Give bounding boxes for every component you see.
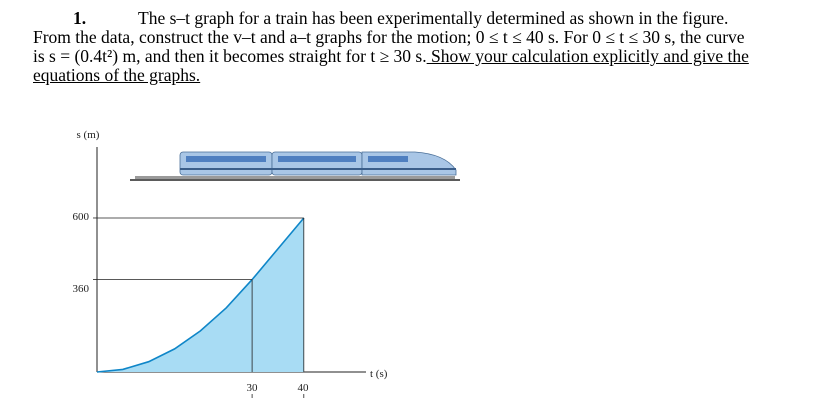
x-tick-label-30: 30 xyxy=(247,382,259,394)
area-under-curve xyxy=(97,218,304,372)
problem-number: 1. xyxy=(73,8,87,28)
problem-line-4: equations of the graphs. xyxy=(33,65,201,85)
x-tick-label-40: 40 xyxy=(298,382,310,394)
x-axis-label: t (s) xyxy=(370,368,388,380)
train-illustration xyxy=(130,151,460,181)
problem-statement: 1. The s–t graph for a train has been exp… xyxy=(33,9,773,85)
st-curve xyxy=(96,217,305,373)
y-tick-label-600: 600 xyxy=(73,211,90,223)
problem-line-1: The s–t graph for a train has been exper… xyxy=(138,8,729,28)
problem-line-2: From the data, construct the v–t and a–t… xyxy=(33,27,745,47)
y-tick-label-360: 360 xyxy=(73,283,90,295)
problem-instruction: Show your calculation explicitly and giv… xyxy=(426,46,749,66)
y-axis-label: s (m) xyxy=(77,129,100,141)
problem-line-3: is s = (0.4t²) m, and then it becomes st… xyxy=(33,46,427,66)
